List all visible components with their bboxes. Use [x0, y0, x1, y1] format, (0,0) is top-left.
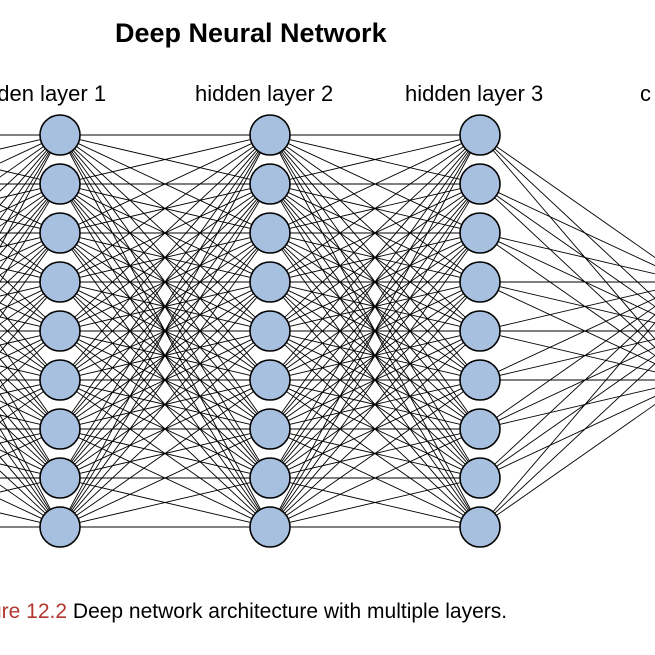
node-h3-7: [460, 458, 500, 498]
edge: [499, 238, 655, 278]
edge: [495, 345, 655, 514]
node-h1-0: [40, 115, 80, 155]
edge: [499, 287, 655, 327]
edge: [493, 150, 655, 365]
node-h3-2: [460, 213, 500, 253]
edge: [498, 388, 655, 469]
edge: [493, 297, 655, 512]
edge: [0, 483, 41, 523]
node-h1-1: [40, 164, 80, 204]
node-h1-3: [40, 262, 80, 302]
node-h3-6: [460, 409, 500, 449]
node-h3-3: [460, 262, 500, 302]
edge: [495, 149, 655, 318]
node-h3-5: [460, 360, 500, 400]
edge: [499, 336, 655, 376]
network-svg: [0, 0, 655, 655]
node-h1-5: [40, 360, 80, 400]
edge: [0, 336, 41, 376]
node-h2-5: [250, 360, 290, 400]
node-h3-4: [460, 311, 500, 351]
node-h1-2: [40, 213, 80, 253]
edge: [499, 385, 655, 425]
node-h2-4: [250, 311, 290, 351]
node-h2-6: [250, 409, 290, 449]
node-h1-4: [40, 311, 80, 351]
node-h2-3: [250, 262, 290, 302]
node-h1-8: [40, 507, 80, 547]
figure-number: ure 12.2: [0, 600, 67, 623]
edge: [0, 287, 41, 327]
edge: [0, 140, 41, 180]
edge: [0, 287, 41, 327]
edge: [0, 140, 41, 180]
edge: [499, 287, 655, 327]
node-h2-2: [250, 213, 290, 253]
figure-text: Deep network architecture with multiple …: [67, 600, 507, 623]
figure-caption: ure 12.2 Deep network architecture with …: [0, 600, 507, 624]
edge: [0, 483, 41, 523]
edge: [498, 192, 655, 273]
node-h1-6: [40, 409, 80, 449]
node-h3-0: [460, 115, 500, 155]
edge: [0, 336, 41, 376]
edge: [499, 336, 655, 376]
node-h1-7: [40, 458, 80, 498]
node-h2-7: [250, 458, 290, 498]
edges-group: [0, 135, 655, 527]
node-h2-1: [250, 164, 290, 204]
node-h3-8: [460, 507, 500, 547]
node-h2-8: [250, 507, 290, 547]
node-h2-0: [250, 115, 290, 155]
node-h3-1: [460, 164, 500, 204]
